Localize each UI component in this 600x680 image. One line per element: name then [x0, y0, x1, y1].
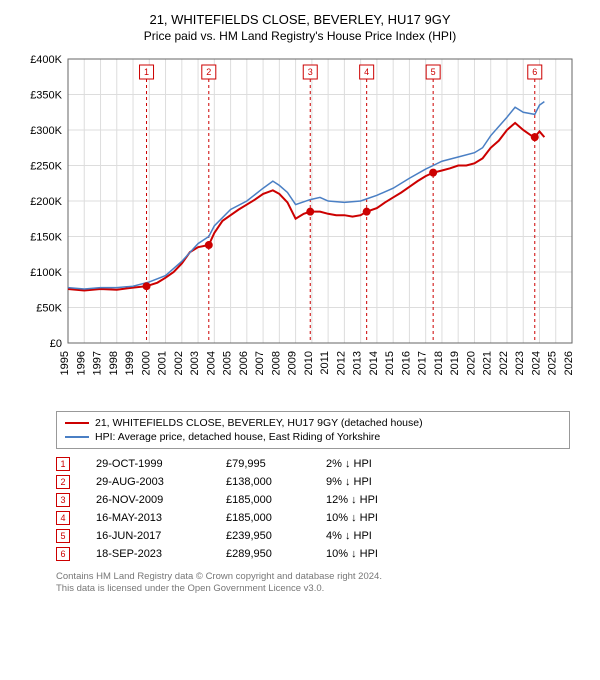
sale-date: 18-SEP-2023 [96, 548, 226, 560]
svg-text:2003: 2003 [189, 351, 201, 375]
svg-text:2021: 2021 [482, 351, 494, 375]
svg-text:2: 2 [206, 67, 211, 77]
sale-marker: 2 [56, 475, 70, 489]
sale-diff: 2% ↓ HPI [326, 458, 446, 470]
sales-table: 129-OCT-1999£79,9952% ↓ HPI229-AUG-2003£… [56, 455, 570, 563]
legend-item: 21, WHITEFIELDS CLOSE, BEVERLEY, HU17 9G… [65, 416, 561, 430]
sale-diff: 12% ↓ HPI [326, 494, 446, 506]
svg-text:2023: 2023 [514, 351, 526, 375]
legend-swatch [65, 422, 89, 424]
svg-text:2017: 2017 [417, 351, 429, 375]
svg-text:5: 5 [431, 67, 436, 77]
sale-marker: 1 [56, 457, 70, 471]
svg-text:2001: 2001 [157, 351, 169, 375]
footer-attribution: Contains HM Land Registry data © Crown c… [56, 571, 570, 596]
footer-line-2: This data is licensed under the Open Gov… [56, 583, 570, 595]
sale-date: 29-AUG-2003 [96, 476, 226, 488]
legend-item: HPI: Average price, detached house, East… [65, 430, 561, 444]
svg-text:1996: 1996 [75, 351, 87, 375]
sale-price: £185,000 [226, 512, 326, 524]
legend: 21, WHITEFIELDS CLOSE, BEVERLEY, HU17 9G… [56, 411, 570, 449]
legend-label: 21, WHITEFIELDS CLOSE, BEVERLEY, HU17 9G… [95, 417, 423, 429]
svg-text:2019: 2019 [449, 351, 461, 375]
svg-text:£250K: £250K [30, 161, 62, 173]
sale-date: 26-NOV-2009 [96, 494, 226, 506]
sale-marker: 5 [56, 529, 70, 543]
legend-label: HPI: Average price, detached house, East… [95, 431, 380, 443]
sale-diff: 4% ↓ HPI [326, 530, 446, 542]
svg-text:6: 6 [532, 67, 537, 77]
sale-price: £79,995 [226, 458, 326, 470]
svg-text:£350K: £350K [30, 90, 62, 102]
chart-title: 21, WHITEFIELDS CLOSE, BEVERLEY, HU17 9G… [10, 12, 590, 27]
sale-diff: 10% ↓ HPI [326, 548, 446, 560]
svg-text:2022: 2022 [498, 351, 510, 375]
sale-marker: 3 [56, 493, 70, 507]
svg-text:2014: 2014 [368, 351, 380, 375]
sale-price: £185,000 [226, 494, 326, 506]
svg-text:1998: 1998 [108, 351, 120, 375]
svg-text:2015: 2015 [384, 351, 396, 375]
svg-text:2010: 2010 [303, 351, 315, 375]
svg-text:2005: 2005 [222, 351, 234, 375]
svg-text:1995: 1995 [59, 351, 71, 375]
svg-text:£50K: £50K [36, 303, 62, 315]
svg-text:2012: 2012 [335, 351, 347, 375]
svg-text:1997: 1997 [92, 351, 104, 375]
chart-subtitle: Price paid vs. HM Land Registry's House … [10, 29, 590, 43]
svg-text:£300K: £300K [30, 125, 62, 137]
svg-text:2000: 2000 [140, 351, 152, 375]
sale-date: 16-MAY-2013 [96, 512, 226, 524]
svg-text:2006: 2006 [238, 351, 250, 375]
svg-text:2007: 2007 [254, 351, 266, 375]
sale-row: 2 29-AUG-2003£138,0009% ↓ HPI [56, 473, 570, 491]
svg-text:2020: 2020 [465, 351, 477, 375]
footer-line-1: Contains HM Land Registry data © Crown c… [56, 571, 570, 583]
svg-text:2008: 2008 [270, 351, 282, 375]
sale-row: 1 29-OCT-1999£79,9952% ↓ HPI [56, 455, 570, 473]
svg-text:2016: 2016 [400, 351, 412, 375]
sale-price: £289,950 [226, 548, 326, 560]
sale-marker: 6 [56, 547, 70, 561]
sale-row: 4 16-MAY-2013£185,00010% ↓ HPI [56, 509, 570, 527]
sale-diff: 9% ↓ HPI [326, 476, 446, 488]
svg-text:1: 1 [144, 67, 149, 77]
sale-price: £239,950 [226, 530, 326, 542]
svg-text:2026: 2026 [563, 351, 575, 375]
svg-text:2009: 2009 [287, 351, 299, 375]
svg-text:£0: £0 [50, 338, 62, 350]
sale-date: 16-JUN-2017 [96, 530, 226, 542]
sale-marker: 4 [56, 511, 70, 525]
svg-text:2024: 2024 [530, 351, 542, 375]
legend-swatch [65, 436, 89, 438]
svg-text:1999: 1999 [124, 351, 136, 375]
svg-text:2004: 2004 [205, 351, 217, 375]
sale-row: 5 16-JUN-2017£239,9504% ↓ HPI [56, 527, 570, 545]
price-chart: £0 £50K £100K £150K £200K £250K £300K £350K £400… [20, 53, 580, 403]
svg-text:£150K: £150K [30, 232, 62, 244]
sale-date: 29-OCT-1999 [96, 458, 226, 470]
sale-price: £138,000 [226, 476, 326, 488]
sale-row: 6 18-SEP-2023£289,95010% ↓ HPI [56, 545, 570, 563]
svg-text:£400K: £400K [30, 54, 62, 66]
svg-text:2025: 2025 [547, 351, 559, 375]
svg-text:2002: 2002 [173, 351, 185, 375]
svg-text:2013: 2013 [352, 351, 364, 375]
sale-diff: 10% ↓ HPI [326, 512, 446, 524]
svg-text:2018: 2018 [433, 351, 445, 375]
sale-row: 3 26-NOV-2009£185,00012% ↓ HPI [56, 491, 570, 509]
svg-text:£100K: £100K [30, 267, 62, 279]
svg-text:2011: 2011 [319, 351, 331, 375]
svg-text:4: 4 [364, 67, 369, 77]
svg-text:£200K: £200K [30, 196, 62, 208]
svg-text:3: 3 [308, 67, 313, 77]
